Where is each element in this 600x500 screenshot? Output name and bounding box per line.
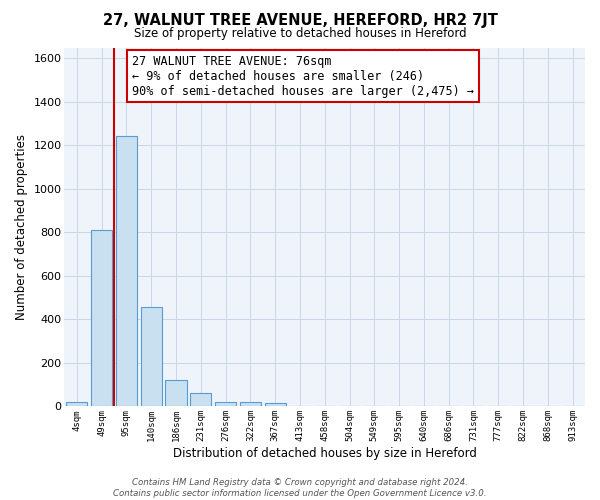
Bar xyxy=(140,308,162,406)
Bar xyxy=(240,402,261,406)
Y-axis label: Number of detached properties: Number of detached properties xyxy=(15,134,28,320)
Bar xyxy=(190,394,211,406)
Text: 27 WALNUT TREE AVENUE: 76sqm
← 9% of detached houses are smaller (246)
90% of se: 27 WALNUT TREE AVENUE: 76sqm ← 9% of det… xyxy=(132,54,474,98)
Bar xyxy=(91,230,112,406)
Text: Contains HM Land Registry data © Crown copyright and database right 2024.
Contai: Contains HM Land Registry data © Crown c… xyxy=(113,478,487,498)
X-axis label: Distribution of detached houses by size in Hereford: Distribution of detached houses by size … xyxy=(173,447,476,460)
Bar xyxy=(67,402,88,406)
Bar xyxy=(166,380,187,406)
Text: 27, WALNUT TREE AVENUE, HEREFORD, HR2 7JT: 27, WALNUT TREE AVENUE, HEREFORD, HR2 7J… xyxy=(103,12,497,28)
Text: Size of property relative to detached houses in Hereford: Size of property relative to detached ho… xyxy=(134,28,466,40)
Bar xyxy=(265,403,286,406)
Bar xyxy=(215,402,236,406)
Bar xyxy=(116,136,137,406)
